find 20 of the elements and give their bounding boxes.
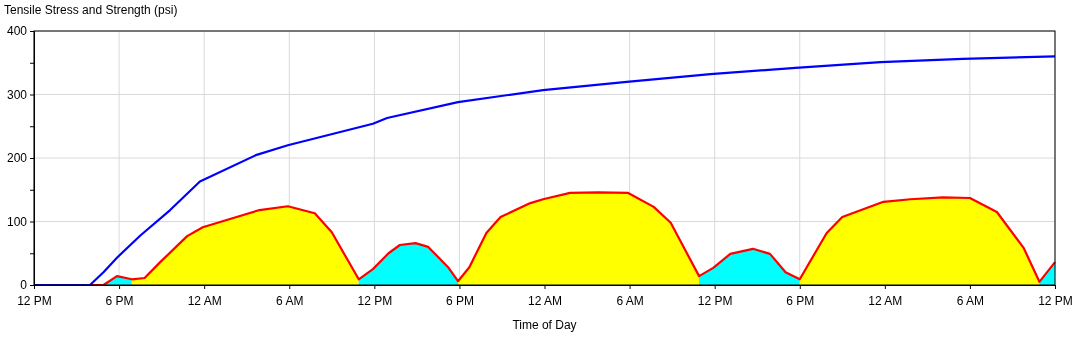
x-tick-label: 12 PM <box>1038 294 1073 309</box>
x-tick-label: 12 AM <box>527 294 563 309</box>
y-tick-label: 0 <box>20 278 28 293</box>
x-tick-label: 12 PM <box>17 294 52 309</box>
y-tick-label: 300 <box>6 87 28 102</box>
x-tick-label: 6 AM <box>956 294 985 309</box>
x-tick-label: 12 PM <box>697 294 733 309</box>
y-tick-label: 100 <box>6 214 28 229</box>
x-tick-label: 6 PM <box>105 294 134 309</box>
x-tick-label: 6 PM <box>786 294 815 309</box>
x-axis-title: Time of Day <box>512 318 577 332</box>
x-tick-label: 12 AM <box>868 294 903 309</box>
chart-title: Tensile Stress and Strength (psi) <box>4 3 178 17</box>
y-tick-label: 400 <box>6 24 28 39</box>
x-tick-label: 12 PM <box>357 294 393 309</box>
x-tick-label: 6 AM <box>276 294 304 309</box>
x-tick-label: 6 AM <box>616 294 644 309</box>
y-tick-label: 200 <box>6 151 28 166</box>
x-tick-label: 6 PM <box>445 294 474 309</box>
x-tick-label: 12 AM <box>187 294 222 309</box>
